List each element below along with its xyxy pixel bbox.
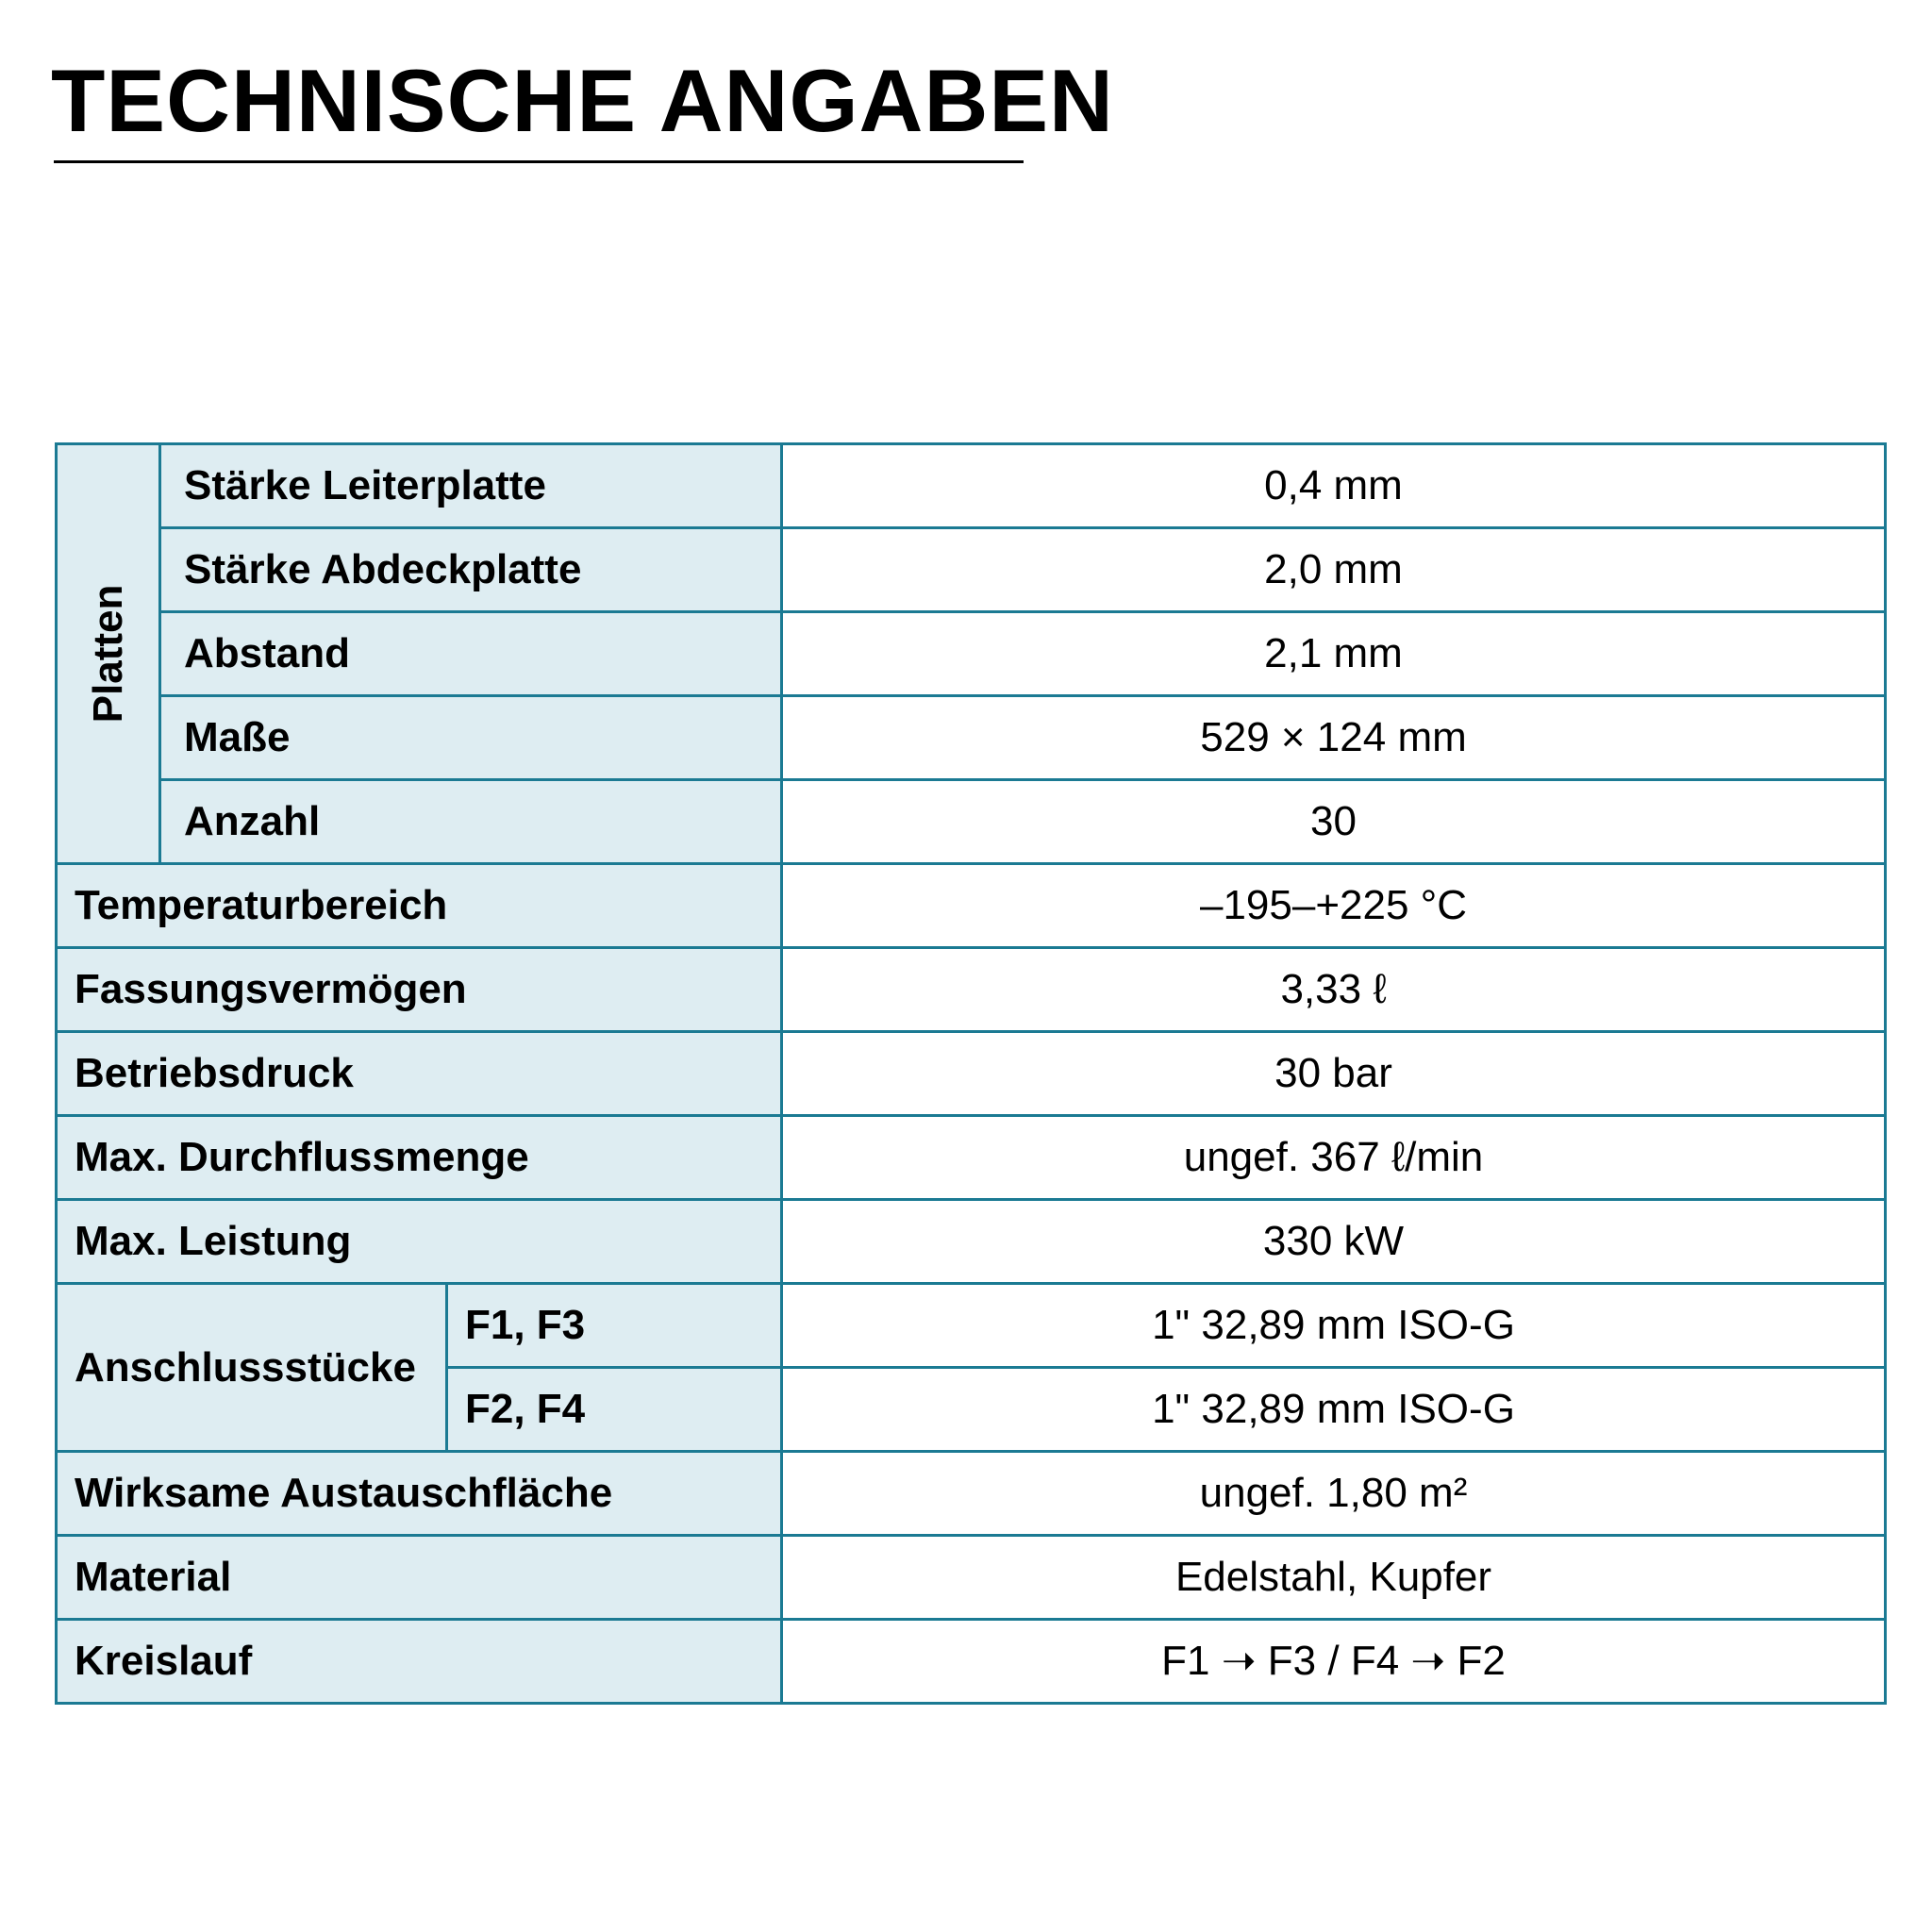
- row-label: Stärke Leiterplatte: [158, 442, 783, 529]
- row-value: 2,1 mm: [780, 610, 1887, 697]
- page-title: TECHNISCHE ANGABEN: [51, 51, 1114, 150]
- table-row: Stärke Abdeckplatte 2,0 mm: [57, 526, 1887, 613]
- row-label: Max. Durchflussmenge: [55, 1114, 783, 1201]
- row-value: 529 × 124 mm: [780, 694, 1887, 781]
- table-row: Betriebsdruck 30 bar: [55, 1030, 1887, 1117]
- row-value: 1" 32,89 mm ISO-G: [780, 1366, 1887, 1453]
- table-row: Platten Stärke Leiterplatte 0,4 mm: [55, 442, 1887, 865]
- row-label: Abstand: [158, 610, 783, 697]
- row-value: 330 kW: [780, 1198, 1887, 1285]
- table-row: Material Edelstahl, Kupfer: [55, 1534, 1887, 1621]
- title-underline: [54, 160, 1024, 163]
- table-row: Wirksame Austauschfläche ungef. 1,80 m²: [55, 1450, 1887, 1537]
- row-label: Stärke Abdeckplatte: [158, 526, 783, 613]
- row-value: 30 bar: [780, 1030, 1887, 1117]
- row-value: 30: [780, 778, 1887, 865]
- table-row: Anschlussstücke F1, F3 1" 32,89 mm ISO-G: [55, 1282, 1887, 1453]
- row-label: Kreislauf: [55, 1618, 783, 1705]
- row-label: Material: [55, 1534, 783, 1621]
- spec-table: Platten Stärke Leiterplatte 0,4 mm Stärk…: [55, 442, 1887, 1705]
- table-row: Kreislauf F1 ➝ F3 / F4 ➝ F2: [55, 1618, 1887, 1705]
- row-label: Fassungsvermögen: [55, 946, 783, 1033]
- table-row: F2, F4 1" 32,89 mm ISO-G: [57, 1366, 1887, 1453]
- group-cell-anschluss: Anschlussstücke: [55, 1282, 448, 1453]
- row-value: ungef. 367 ℓ/min: [780, 1114, 1887, 1201]
- row-label: Maße: [158, 694, 783, 781]
- row-label: Max. Leistung: [55, 1198, 783, 1285]
- row-label: F1, F3: [445, 1282, 783, 1369]
- table-row: Max. Leistung 330 kW: [55, 1198, 1887, 1285]
- group-label: Platten: [84, 584, 131, 724]
- table-row: Abstand 2,1 mm: [57, 610, 1887, 697]
- row-value: ungef. 1,80 m²: [780, 1450, 1887, 1537]
- table-row: Fassungsvermögen 3,33 ℓ: [55, 946, 1887, 1033]
- row-label: Temperaturbereich: [55, 862, 783, 949]
- table-row: Anzahl 30: [57, 778, 1887, 865]
- row-label: F2, F4: [445, 1366, 783, 1453]
- row-label: Betriebsdruck: [55, 1030, 783, 1117]
- group-cell-platten: Platten: [55, 442, 161, 865]
- row-label: Wirksame Austauschfläche: [55, 1450, 783, 1537]
- row-value: –195–+225 °C: [780, 862, 1887, 949]
- table-row: Maße 529 × 124 mm: [57, 694, 1887, 781]
- row-value: 2,0 mm: [780, 526, 1887, 613]
- row-value: 1" 32,89 mm ISO-G: [780, 1282, 1887, 1369]
- table-row: Max. Durchflussmenge ungef. 367 ℓ/min: [55, 1114, 1887, 1201]
- row-value: 0,4 mm: [780, 442, 1887, 529]
- row-value: F1 ➝ F3 / F4 ➝ F2: [780, 1618, 1887, 1705]
- row-value: Edelstahl, Kupfer: [780, 1534, 1887, 1621]
- table-row: Temperaturbereich –195–+225 °C: [55, 862, 1887, 949]
- row-value: 3,33 ℓ: [780, 946, 1887, 1033]
- row-label: Anzahl: [158, 778, 783, 865]
